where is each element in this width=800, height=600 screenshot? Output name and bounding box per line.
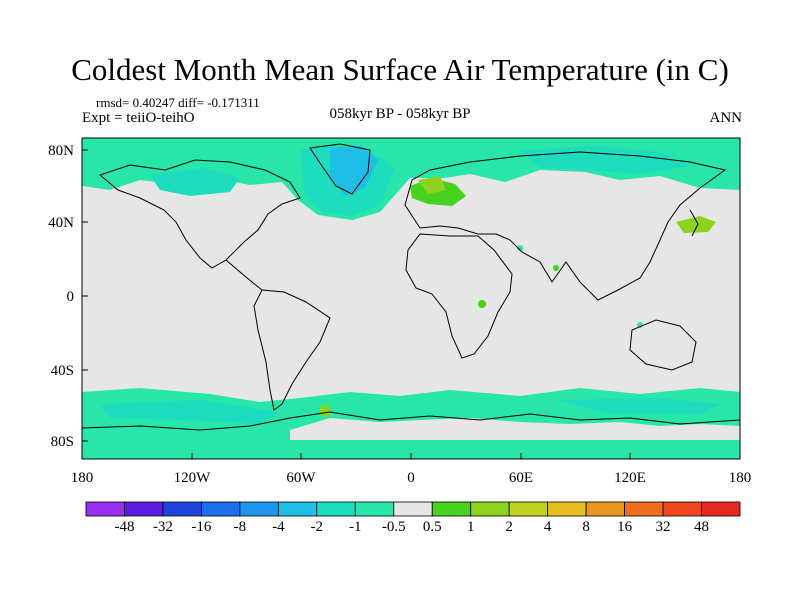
antarctic-warm-patch <box>319 405 331 417</box>
lat-tick-label: 0 <box>67 289 75 305</box>
colorbar-swatch <box>239 501 279 517</box>
north-america-coast <box>98 159 301 269</box>
pacific-cool-region <box>150 168 240 196</box>
japan-warm-region <box>676 216 716 233</box>
antarctic-cool-patch <box>522 441 530 449</box>
colorbar-swatch <box>585 501 625 517</box>
antarctica-coast <box>82 411 740 431</box>
colorbar-label: 4 <box>544 519 552 535</box>
colorbar-label: 0.5 <box>423 519 442 535</box>
ross-sea-cool <box>560 398 720 414</box>
africa-coast <box>405 233 513 359</box>
colorbar-label: -0.5 <box>382 519 406 535</box>
colorbar-label: -2 <box>311 519 324 535</box>
arabia-cool-patch <box>517 245 523 251</box>
colorbar-label: -8 <box>234 519 247 535</box>
southern-ocean-strong-cool <box>100 400 280 424</box>
greenland-coast <box>309 143 371 195</box>
colorbar-label: 8 <box>582 519 590 535</box>
latitude-axis: 80N 40N 0 40S 80S <box>48 143 88 450</box>
lon-tick-label: 120E <box>614 470 646 486</box>
colorbar-label: -4 <box>272 519 285 535</box>
period-label: 058kyr BP - 058kyr BP <box>329 106 471 122</box>
colorbar-swatch <box>431 501 472 517</box>
colorbar-swatch <box>701 501 741 517</box>
colorbar-label: 2 <box>505 519 513 535</box>
colorbar-swatch <box>85 501 125 517</box>
colorbar-swatch <box>662 501 702 517</box>
lat-tick-label: 40S <box>51 363 74 379</box>
colorbar-label: -32 <box>153 519 173 535</box>
colorbar-label: 32 <box>656 519 671 535</box>
colorbar-swatch <box>162 501 202 517</box>
colorbar-swatch <box>624 501 664 517</box>
lat-tick-label: 40N <box>48 215 74 231</box>
map-title: Coldest Month Mean Surface Air Temperatu… <box>71 52 729 87</box>
stats-line: rmsd= 0.40247 diff= -0.171311 <box>96 95 260 110</box>
experiment-label: Expt = teiiO-teihO <box>82 110 195 126</box>
lat-tick-label: 80N <box>48 143 74 159</box>
south-america-coast <box>253 289 331 411</box>
colorbar-label: 1 <box>467 519 475 535</box>
colorbar-label: -48 <box>114 519 134 535</box>
greenland-cool-region <box>330 146 378 196</box>
india-warm-patch <box>553 265 559 271</box>
colorbar-swatch <box>547 501 587 517</box>
australia-coast <box>629 319 697 371</box>
lon-tick-label: 180 <box>729 470 752 486</box>
colorbar: -48 -32 -16 -8 -4 -2 -1 -0.5 0.5 1 2 4 8 16 32 48 <box>85 501 741 535</box>
scandinavia-warm-region <box>418 176 446 194</box>
lon-tick-label: 60E <box>509 470 533 486</box>
longitude-axis: 180 120W 60W 0 60E 120E 180 <box>71 453 752 486</box>
colorbar-swatch <box>316 501 356 517</box>
colorbar-label: 48 <box>694 519 709 535</box>
eurasia-coast <box>404 151 727 301</box>
colorbar-label: -1 <box>349 519 362 535</box>
colorbar-swatch <box>354 501 395 517</box>
colorbar-swatch <box>508 501 549 517</box>
africa-warm-patch <box>478 300 486 308</box>
lon-tick-label: 0 <box>407 470 415 486</box>
colorbar-label: 16 <box>617 519 633 535</box>
coastlines <box>82 143 740 431</box>
lon-tick-label: 180 <box>71 470 94 486</box>
colorbar-swatch <box>470 501 510 517</box>
colorbar-swatch <box>277 501 318 517</box>
lon-tick-label: 120W <box>174 470 212 486</box>
lon-tick-label: 60W <box>286 470 316 486</box>
map-field <box>82 138 740 459</box>
antarctica-neutral <box>290 418 740 440</box>
colorbar-label: -16 <box>191 519 211 535</box>
colorbar-swatch <box>124 501 164 517</box>
colorbar-swatch <box>393 501 433 517</box>
central-america-coast <box>225 259 263 291</box>
lat-tick-label: 80S <box>51 434 74 450</box>
japan-coast <box>689 209 699 237</box>
season-label: ANN <box>709 110 743 126</box>
colorbar-swatch <box>201 501 241 517</box>
